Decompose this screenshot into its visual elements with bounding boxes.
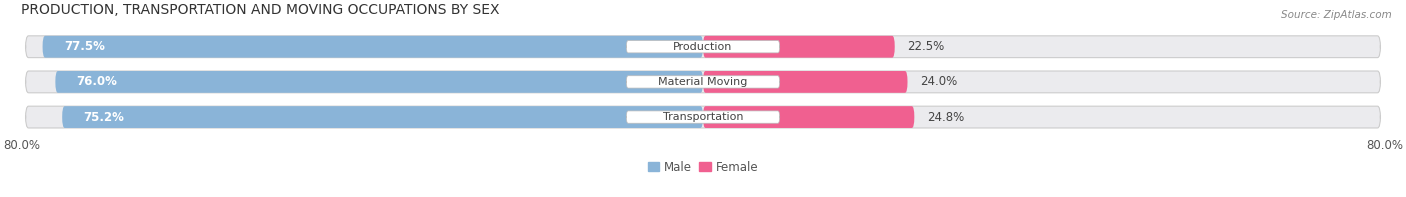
Text: 77.5%: 77.5%: [63, 40, 105, 53]
Text: Transportation: Transportation: [662, 112, 744, 122]
Text: PRODUCTION, TRANSPORTATION AND MOVING OCCUPATIONS BY SEX: PRODUCTION, TRANSPORTATION AND MOVING OC…: [21, 3, 499, 17]
FancyBboxPatch shape: [25, 106, 1381, 128]
Legend: Male, Female: Male, Female: [643, 156, 763, 178]
FancyBboxPatch shape: [62, 106, 703, 128]
FancyBboxPatch shape: [703, 71, 907, 93]
FancyBboxPatch shape: [55, 71, 703, 93]
FancyBboxPatch shape: [703, 106, 914, 128]
FancyBboxPatch shape: [42, 36, 703, 58]
Text: 76.0%: 76.0%: [77, 75, 118, 88]
FancyBboxPatch shape: [703, 36, 894, 58]
Text: 75.2%: 75.2%: [83, 111, 124, 124]
FancyBboxPatch shape: [626, 41, 780, 53]
Text: 24.8%: 24.8%: [927, 111, 965, 124]
Text: 22.5%: 22.5%: [907, 40, 945, 53]
FancyBboxPatch shape: [25, 71, 1381, 93]
Text: Production: Production: [673, 42, 733, 52]
Text: Source: ZipAtlas.com: Source: ZipAtlas.com: [1281, 10, 1392, 20]
FancyBboxPatch shape: [25, 36, 1381, 58]
FancyBboxPatch shape: [626, 76, 780, 88]
Text: 24.0%: 24.0%: [921, 75, 957, 88]
Text: Material Moving: Material Moving: [658, 77, 748, 87]
FancyBboxPatch shape: [626, 111, 780, 123]
